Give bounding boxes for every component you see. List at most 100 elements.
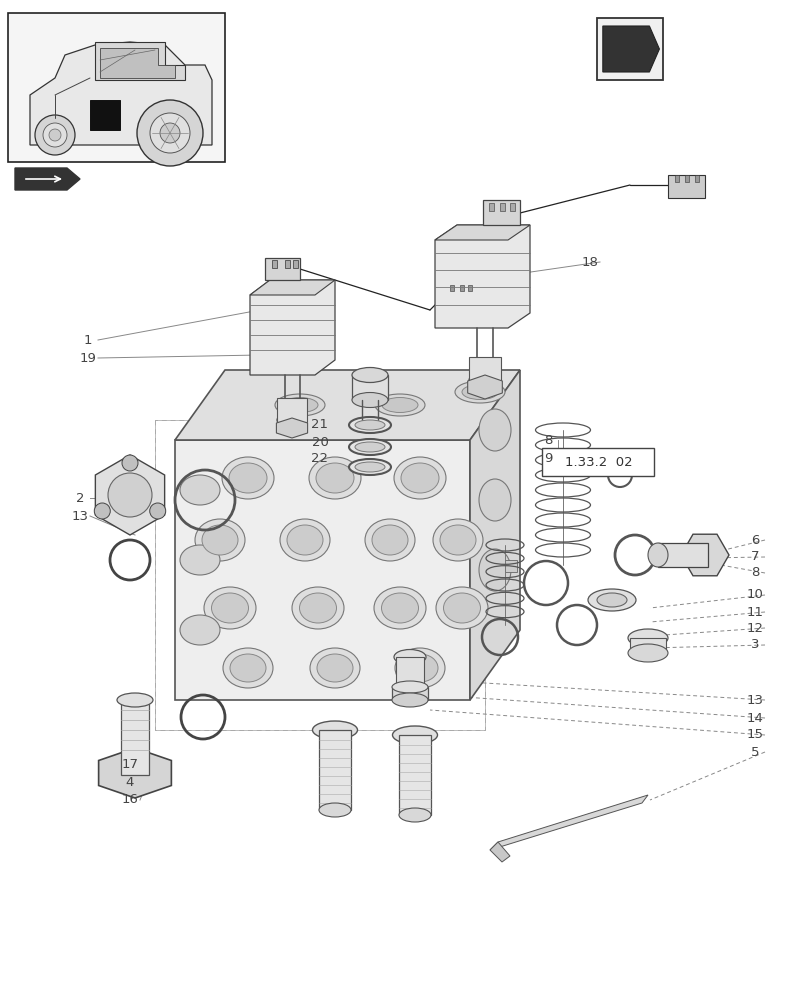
Polygon shape — [470, 370, 519, 700]
Polygon shape — [680, 534, 728, 576]
Ellipse shape — [394, 648, 444, 688]
Ellipse shape — [627, 629, 667, 647]
Ellipse shape — [349, 417, 391, 433]
Ellipse shape — [312, 721, 357, 739]
Ellipse shape — [371, 525, 407, 555]
Bar — [396, 657, 423, 687]
Ellipse shape — [316, 654, 353, 682]
Ellipse shape — [393, 457, 445, 499]
Ellipse shape — [180, 615, 220, 645]
Text: 4: 4 — [126, 776, 134, 789]
Circle shape — [49, 129, 61, 141]
Bar — [469, 357, 500, 381]
Ellipse shape — [392, 681, 427, 693]
Circle shape — [108, 473, 152, 517]
Ellipse shape — [375, 394, 424, 416]
Circle shape — [43, 123, 67, 147]
Text: 2: 2 — [75, 491, 84, 504]
Bar — [509, 203, 514, 211]
Ellipse shape — [277, 413, 307, 427]
Bar — [277, 398, 307, 422]
Ellipse shape — [230, 654, 266, 682]
Ellipse shape — [315, 463, 354, 493]
Text: 16: 16 — [122, 793, 138, 806]
Text: 12: 12 — [745, 621, 762, 635]
Polygon shape — [392, 687, 427, 700]
Ellipse shape — [381, 593, 418, 623]
Ellipse shape — [478, 409, 510, 451]
Polygon shape — [483, 200, 519, 225]
Text: 18: 18 — [581, 255, 598, 268]
Text: 17: 17 — [122, 758, 139, 772]
Bar — [500, 203, 504, 211]
Ellipse shape — [596, 593, 626, 607]
Text: 9: 9 — [543, 452, 551, 464]
Text: 5: 5 — [750, 746, 758, 758]
Ellipse shape — [117, 693, 152, 707]
Ellipse shape — [299, 593, 336, 623]
Polygon shape — [250, 280, 335, 295]
Bar — [657, 543, 707, 567]
Text: 13: 13 — [745, 694, 762, 706]
Ellipse shape — [195, 519, 245, 561]
Polygon shape — [95, 455, 165, 535]
Polygon shape — [30, 42, 212, 145]
Circle shape — [150, 113, 190, 153]
Bar — [8, 13, 225, 162]
Ellipse shape — [275, 394, 324, 416]
Circle shape — [94, 503, 110, 519]
Ellipse shape — [202, 525, 238, 555]
Ellipse shape — [647, 543, 667, 567]
Polygon shape — [351, 375, 388, 400]
Bar — [460, 285, 463, 291]
Ellipse shape — [401, 463, 439, 493]
Bar — [674, 175, 678, 182]
Text: 15: 15 — [745, 728, 762, 742]
Text: 8: 8 — [543, 434, 551, 446]
Ellipse shape — [354, 462, 384, 472]
Polygon shape — [276, 418, 307, 438]
Ellipse shape — [280, 519, 329, 561]
Text: 20: 20 — [311, 436, 328, 448]
Ellipse shape — [401, 654, 437, 682]
Bar — [488, 203, 493, 211]
Bar — [467, 285, 471, 291]
Ellipse shape — [469, 373, 500, 387]
Ellipse shape — [180, 545, 220, 575]
Polygon shape — [250, 280, 335, 375]
Bar — [293, 260, 298, 268]
Text: 19: 19 — [79, 352, 97, 364]
Ellipse shape — [309, 457, 361, 499]
Ellipse shape — [349, 459, 391, 475]
Text: 14: 14 — [745, 712, 762, 724]
Ellipse shape — [180, 475, 220, 505]
Text: 11: 11 — [745, 605, 762, 618]
Ellipse shape — [354, 420, 384, 430]
Ellipse shape — [478, 479, 510, 521]
Ellipse shape — [211, 593, 248, 623]
Text: 21: 21 — [311, 418, 328, 432]
Bar — [285, 260, 290, 268]
Ellipse shape — [349, 439, 391, 455]
Polygon shape — [98, 748, 171, 798]
Polygon shape — [175, 440, 470, 700]
Ellipse shape — [221, 457, 273, 499]
Ellipse shape — [286, 525, 323, 555]
Polygon shape — [435, 225, 530, 328]
Ellipse shape — [354, 442, 384, 452]
Ellipse shape — [478, 549, 510, 591]
Ellipse shape — [627, 644, 667, 662]
Ellipse shape — [204, 587, 255, 629]
Ellipse shape — [432, 519, 483, 561]
Bar — [398, 735, 431, 815]
Bar — [121, 700, 148, 775]
Polygon shape — [444, 285, 478, 305]
Polygon shape — [100, 48, 175, 78]
Ellipse shape — [454, 381, 504, 403]
Polygon shape — [435, 225, 530, 240]
Polygon shape — [264, 258, 299, 280]
Bar — [319, 730, 350, 810]
Polygon shape — [602, 26, 659, 72]
Circle shape — [149, 503, 165, 519]
Ellipse shape — [587, 589, 635, 611]
